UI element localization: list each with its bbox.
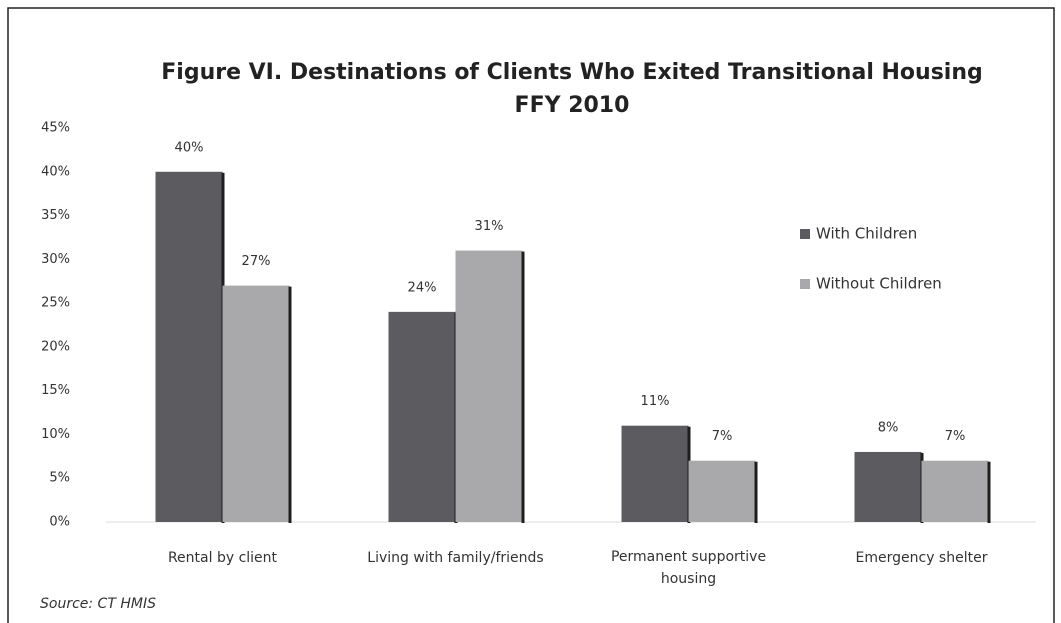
data-label: 7% [712, 429, 733, 444]
data-label: 40% [175, 140, 204, 155]
bar [155, 171, 223, 522]
x-tick-label: Living with family/friends [367, 550, 544, 566]
data-label: 8% [878, 420, 899, 435]
frame [7, 7, 1055, 623]
y-tick-label: 5% [49, 471, 70, 486]
bar-shadow [521, 251, 525, 524]
y-tick-label: 0% [49, 515, 70, 530]
bar-shadow [987, 461, 991, 523]
data-label: 7% [945, 429, 966, 444]
y-tick-label: 25% [41, 296, 70, 311]
y-tick-label: 15% [41, 383, 70, 398]
bar-shadow [288, 286, 292, 523]
data-label: 24% [408, 280, 437, 295]
data-label: 27% [242, 254, 271, 269]
y-tick-label: 35% [41, 208, 70, 223]
source-note: Source: CT HMIS [40, 596, 156, 612]
bar [388, 311, 456, 522]
legend-swatch [800, 279, 810, 289]
y-tick-label: 40% [41, 164, 70, 179]
x-tick-label: Emergency shelter [855, 550, 988, 566]
data-label: 11% [641, 394, 670, 409]
y-tick-label: 10% [41, 427, 70, 442]
bar [854, 451, 922, 522]
x-tick-label: Rental by client [167, 550, 278, 566]
legend-label: Without Children [816, 275, 942, 293]
y-tick-label: 45% [41, 121, 70, 136]
y-tick-label: 30% [41, 252, 70, 267]
bar [222, 285, 290, 522]
chart-title: Figure VI. Destinations of Clients Who E… [161, 60, 983, 85]
chart-subtitle: FFY 2010 [515, 93, 630, 118]
x-tick-label: Permanent supportive housing [610, 549, 767, 587]
data-label: 31% [475, 219, 504, 234]
legend-swatch [800, 229, 810, 239]
bar [688, 460, 756, 522]
y-tick-label: 20% [41, 339, 70, 354]
legend-label: With Children [816, 225, 917, 243]
bar [921, 460, 989, 522]
bar-shadow [754, 461, 758, 523]
bar [455, 250, 523, 523]
bar [621, 425, 689, 522]
